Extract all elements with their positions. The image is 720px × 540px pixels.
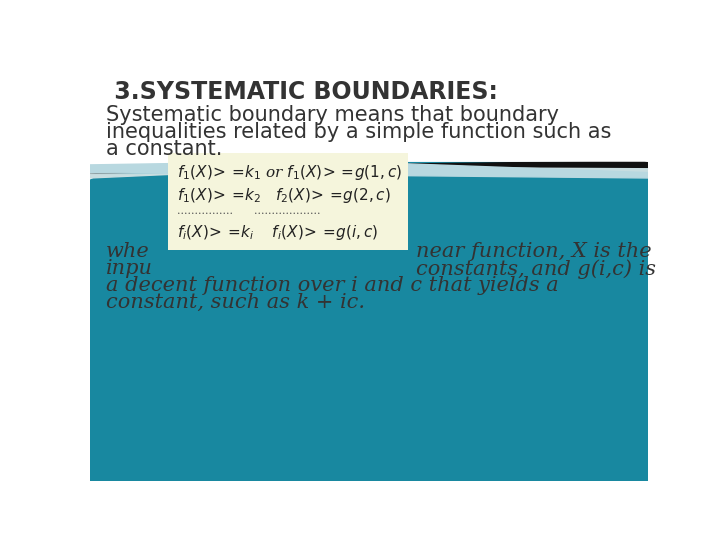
Text: ................      ...................: ................ ................... bbox=[177, 206, 320, 215]
Polygon shape bbox=[90, 161, 648, 174]
Text: a decent function over i and c that yields a: a decent function over i and c that yiel… bbox=[106, 276, 558, 295]
Text: inpu: inpu bbox=[106, 259, 153, 278]
Polygon shape bbox=[90, 161, 648, 178]
Text: $f_1(X)\!>=\!k_1$ or $f_1(X)\!>=\!g(1,c)$: $f_1(X)\!>=\!k_1$ or $f_1(X)\!>=\!g(1,c)… bbox=[177, 163, 402, 181]
Polygon shape bbox=[90, 65, 648, 165]
Text: 3.SYSTEMATIC BOUNDARIES:: 3.SYSTEMATIC BOUNDARIES: bbox=[106, 80, 498, 104]
Text: Systematic boundary means that boundary: Systematic boundary means that boundary bbox=[106, 105, 559, 125]
Polygon shape bbox=[90, 65, 648, 173]
Polygon shape bbox=[330, 65, 648, 161]
Text: constant, such as k + ic.: constant, such as k + ic. bbox=[106, 293, 364, 312]
Text: $f_i(X)\!>=\!k_i\quad\; f_i(X)\!>=\!g(i,c)$: $f_i(X)\!>=\!k_i\quad\; f_i(X)\!>=\!g(i,… bbox=[177, 222, 378, 242]
Polygon shape bbox=[90, 167, 648, 178]
Text: constants, and g(i,c) is: constants, and g(i,c) is bbox=[415, 259, 655, 279]
Text: a constant.: a constant. bbox=[106, 139, 222, 159]
FancyBboxPatch shape bbox=[168, 153, 408, 249]
Text: $f_1(X)\!>=\!k_2\quad f_2(X)\!>=\!g(2,c)$: $f_1(X)\!>=\!k_2\quad f_2(X)\!>=\!g(2,c)… bbox=[177, 186, 391, 205]
Text: inequalities related by a simple function such as: inequalities related by a simple functio… bbox=[106, 122, 611, 142]
Text: near function, X is the: near function, X is the bbox=[415, 242, 651, 261]
Text: whe: whe bbox=[106, 242, 149, 261]
Polygon shape bbox=[90, 65, 648, 481]
